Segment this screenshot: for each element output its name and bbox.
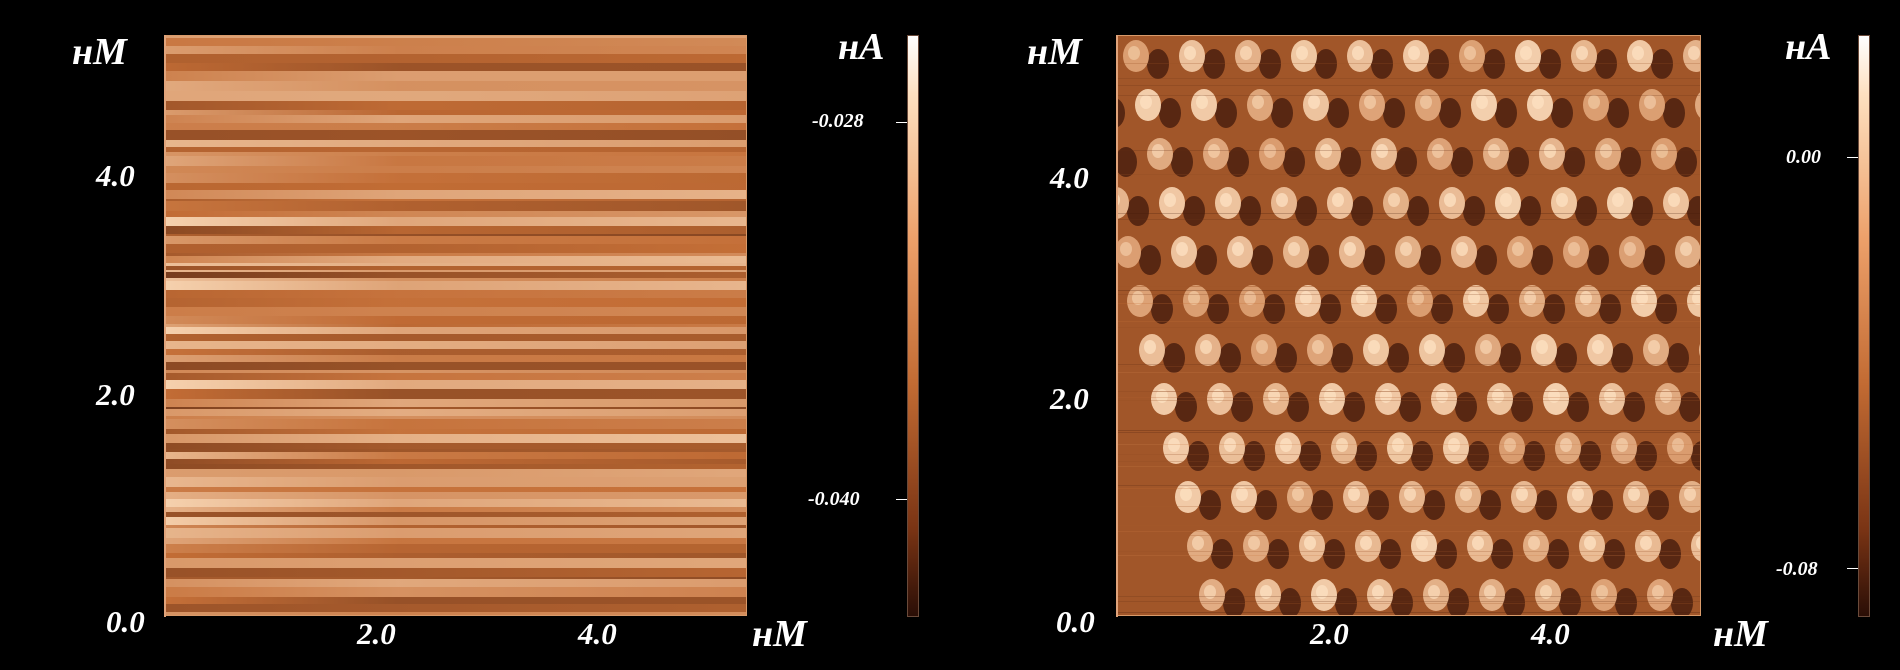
left-colorbar-label-top: -0.028 <box>812 110 864 132</box>
right-x-tick-4: 4.0 <box>1531 616 1570 651</box>
right-y-tick-0: 0.0 <box>1056 604 1095 639</box>
left-y-tick-4: 4.0 <box>96 158 135 193</box>
left-y-axis <box>164 35 166 617</box>
right-colorbar-tick <box>1847 157 1858 158</box>
left-y-unit: нМ <box>72 31 127 73</box>
left-colorbar-tick <box>896 122 907 123</box>
left-colorbar-unit: нА <box>838 26 885 68</box>
left-y-tick-0: 0.0 <box>106 604 145 639</box>
left-colorbar <box>907 35 919 617</box>
left-panel: нМ 4.0 2.0 0.0 2.0 4.0 нМ нА -0.028 -0.0… <box>72 26 919 655</box>
left-colorbar-tick <box>896 499 907 500</box>
right-y-tick-4: 4.0 <box>1050 160 1089 195</box>
left-stm-image-raster <box>166 36 746 615</box>
right-colorbar-unit: нА <box>1785 26 1832 68</box>
right-x-unit: нМ <box>1713 613 1768 655</box>
right-colorbar-tick <box>1847 568 1858 569</box>
left-colorbar-label-bottom: -0.040 <box>808 488 860 510</box>
right-panel: нМ 4.0 2.0 0.0 2.0 4.0 нМ нА 0.00 -0.08 <box>950 0 1900 670</box>
right-x-tick-2: 2.0 <box>1310 616 1349 651</box>
left-stm-image <box>165 35 747 616</box>
left-x-unit: нМ <box>752 613 807 655</box>
left-x-tick-2: 2.0 <box>357 616 396 651</box>
right-y-tick-2: 2.0 <box>1050 381 1089 416</box>
right-y-axis <box>1116 35 1118 617</box>
left-x-tick-4: 4.0 <box>578 616 617 651</box>
right-colorbar-label-bottom: -0.08 <box>1776 558 1818 580</box>
right-y-unit: нМ <box>1027 31 1082 73</box>
right-colorbar-label-top: 0.00 <box>1786 146 1821 168</box>
right-stm-image-raster <box>1118 36 1700 615</box>
left-y-tick-2: 2.0 <box>96 377 135 412</box>
right-stm-image <box>1117 35 1701 616</box>
right-colorbar <box>1858 35 1870 617</box>
